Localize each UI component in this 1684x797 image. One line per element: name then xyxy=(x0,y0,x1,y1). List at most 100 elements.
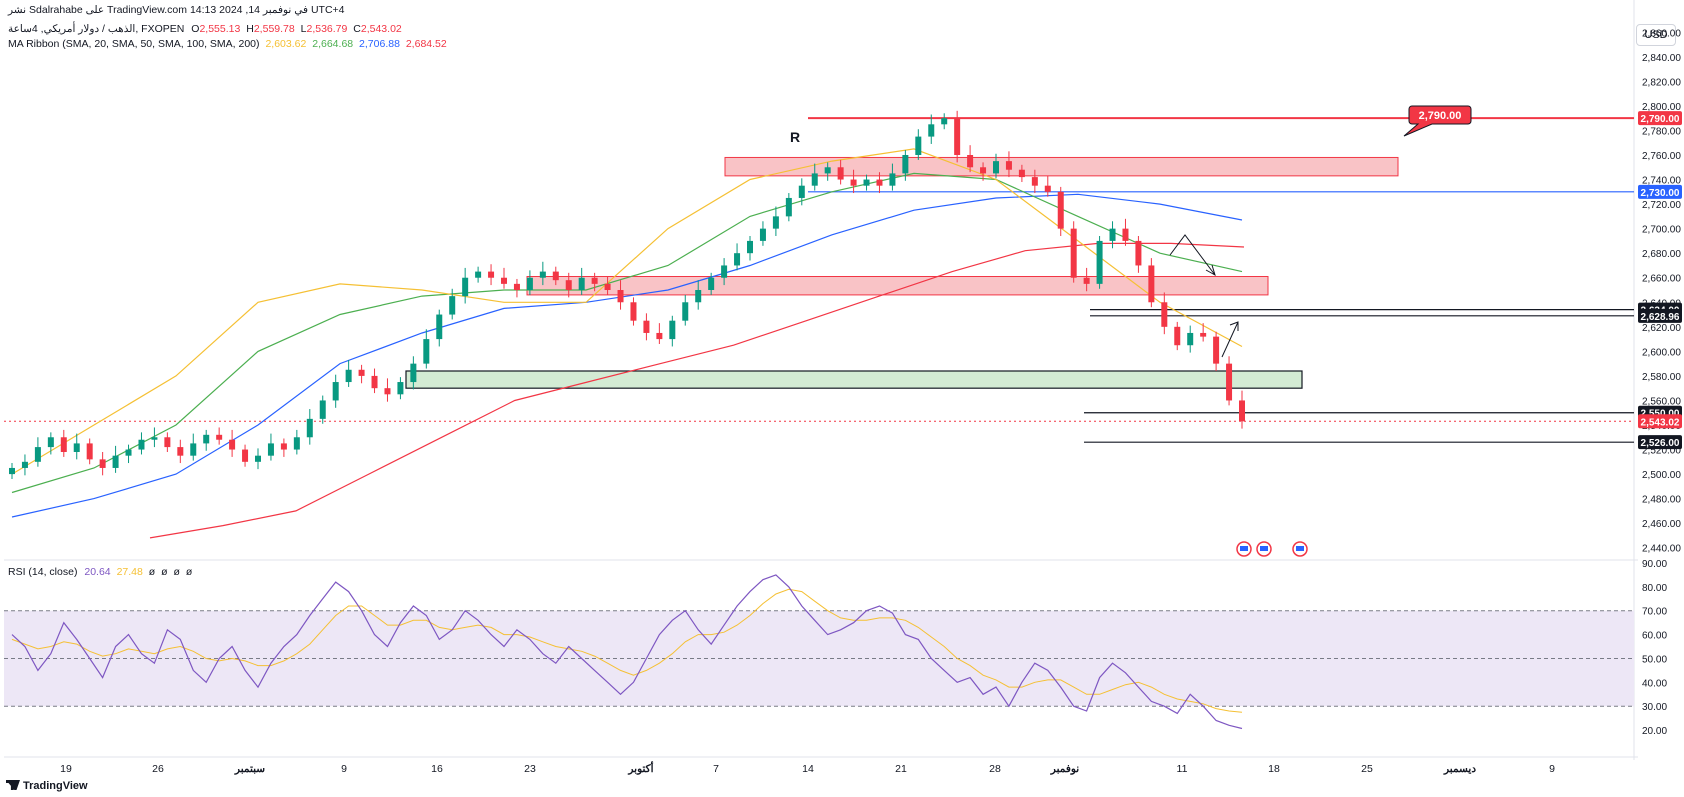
rsi-legend[interactable]: RSI (14, close) 20.64 27.48 ø ø ø ø xyxy=(8,566,192,578)
candle-body xyxy=(708,277,715,290)
candle-body xyxy=(980,167,987,174)
candle-body xyxy=(203,434,210,444)
candle-body xyxy=(811,173,818,186)
price-tick-label: 2,760.00 xyxy=(1642,151,1681,162)
candle-body xyxy=(9,467,15,475)
candle-body xyxy=(1161,302,1168,327)
candle-body xyxy=(332,382,339,401)
time-tick-label: 19 xyxy=(60,763,72,775)
economic-event-flag[interactable] xyxy=(1292,541,1308,557)
price-level-tag: 2,628.96 xyxy=(1638,308,1682,323)
candle-body xyxy=(501,277,507,284)
ohlc-close-label: C xyxy=(353,23,361,35)
price-level-tag: 2,790.00 xyxy=(1638,111,1682,126)
price-tick-label: 2,600.00 xyxy=(1642,347,1681,358)
candle-body xyxy=(1109,228,1116,241)
candle-body xyxy=(255,455,261,462)
candle-body xyxy=(190,443,197,456)
symbol-name[interactable]: الذهب / دولار أمريكي, 4ساعة, FXOPEN xyxy=(8,23,185,35)
rsi-empty-2: ø xyxy=(161,566,168,578)
candle-body xyxy=(280,443,287,450)
price-tick-label: 2,440.00 xyxy=(1642,544,1681,555)
price-tick-label: 2,840.00 xyxy=(1642,53,1681,64)
projection-arrow[interactable] xyxy=(1221,321,1239,358)
price-level-tag-bg xyxy=(1638,435,1682,450)
rsi-label[interactable]: RSI (14, close) xyxy=(8,566,78,578)
candle-body xyxy=(384,388,391,395)
price-level-tag: 2,526.00 xyxy=(1638,435,1682,450)
candle-body xyxy=(73,443,80,452)
price-level-tag-label: 2,550.00 xyxy=(1641,409,1680,420)
candle-body xyxy=(552,271,559,281)
candle-body xyxy=(475,271,482,278)
price-tick-label: 2,520.00 xyxy=(1642,446,1681,457)
candle-body xyxy=(488,271,495,278)
rsi-ma-line xyxy=(11,588,1243,713)
candle-body xyxy=(1083,277,1090,284)
candle-body xyxy=(526,277,533,290)
candle-body xyxy=(1070,228,1077,278)
price-level-tag-bg xyxy=(1638,414,1682,429)
candle-body xyxy=(513,283,520,290)
sma20-line xyxy=(11,148,1243,475)
time-tick-label: سبتمبر xyxy=(234,763,265,775)
economic-event-flag[interactable] xyxy=(1256,541,1272,557)
candle-body xyxy=(721,265,728,278)
price-level-tag-label: 2,526.00 xyxy=(1641,438,1680,449)
ohlc-high: 2,559.78 xyxy=(253,23,295,35)
time-tick-label: نوفمبر xyxy=(1050,763,1079,775)
time-tick-label: 28 xyxy=(989,763,1001,775)
currency-button[interactable]: USD xyxy=(1636,24,1676,46)
candles xyxy=(9,110,1245,479)
candle-body xyxy=(242,449,249,462)
price-tick-label: 2,660.00 xyxy=(1642,274,1681,285)
candle-body xyxy=(578,277,585,290)
sma200-line xyxy=(149,242,1245,539)
rsi-line xyxy=(11,574,1243,730)
supply-zone[interactable] xyxy=(724,156,1399,177)
price-tick-label: 2,860.00 xyxy=(1642,28,1681,39)
ma200-value: 2,684.52 xyxy=(405,38,447,50)
price-level-tag-bg xyxy=(1638,308,1682,323)
rsi-tick-label: 60.00 xyxy=(1642,631,1667,642)
time-tick-label: 21 xyxy=(895,763,907,775)
ma-ribbon-legend[interactable]: MA Ribbon (SMA, 20, SMA, 50, SMA, 100, S… xyxy=(8,38,447,50)
candle-body xyxy=(682,302,689,321)
price-level-tag-label: 2,790.00 xyxy=(1641,114,1680,125)
ma50-value: 2,664.68 xyxy=(312,38,354,50)
candle-body xyxy=(759,228,766,241)
supply-zone[interactable] xyxy=(526,276,1269,296)
tradingview-brand[interactable]: TradingView xyxy=(6,780,88,792)
candle-body xyxy=(967,155,974,168)
symbol-legend[interactable]: الذهب / دولار أمريكي, 4ساعة, FXOPEN O2,5… xyxy=(8,23,402,35)
brand-text: TradingView xyxy=(23,780,88,792)
candle-body xyxy=(306,418,313,438)
candle-body xyxy=(358,369,365,376)
candle-body xyxy=(850,179,857,186)
candle-body xyxy=(695,290,702,303)
ohlc-high-label: H xyxy=(246,23,254,35)
price-tick-label: 2,560.00 xyxy=(1642,396,1681,407)
rsi-value: 20.64 xyxy=(84,566,111,578)
candle-body xyxy=(345,369,352,383)
candle-body xyxy=(1187,332,1194,346)
ma-ribbon-label[interactable]: MA Ribbon (SMA, 20, SMA, 50, SMA, 100, S… xyxy=(8,38,260,50)
demand-zone[interactable] xyxy=(405,370,1303,389)
projection-arrow[interactable] xyxy=(1169,234,1216,277)
time-tick-label: 14 xyxy=(802,763,814,775)
price-tick-label: 2,740.00 xyxy=(1642,176,1681,187)
economic-event-flag[interactable] xyxy=(1236,541,1252,557)
price-callout[interactable]: 2,790.00 xyxy=(1403,105,1472,137)
candle-body xyxy=(436,314,443,340)
candle-body xyxy=(565,280,572,290)
candle-body xyxy=(1213,336,1220,364)
candle-body xyxy=(1174,326,1181,346)
price-level-tag: 2,543.02 xyxy=(1638,414,1682,429)
price-level-tag-bg xyxy=(1638,184,1682,199)
candle-body xyxy=(177,447,184,456)
candle-body xyxy=(643,320,650,333)
price-tick-label: 2,700.00 xyxy=(1642,225,1681,236)
candle-body xyxy=(410,363,417,383)
